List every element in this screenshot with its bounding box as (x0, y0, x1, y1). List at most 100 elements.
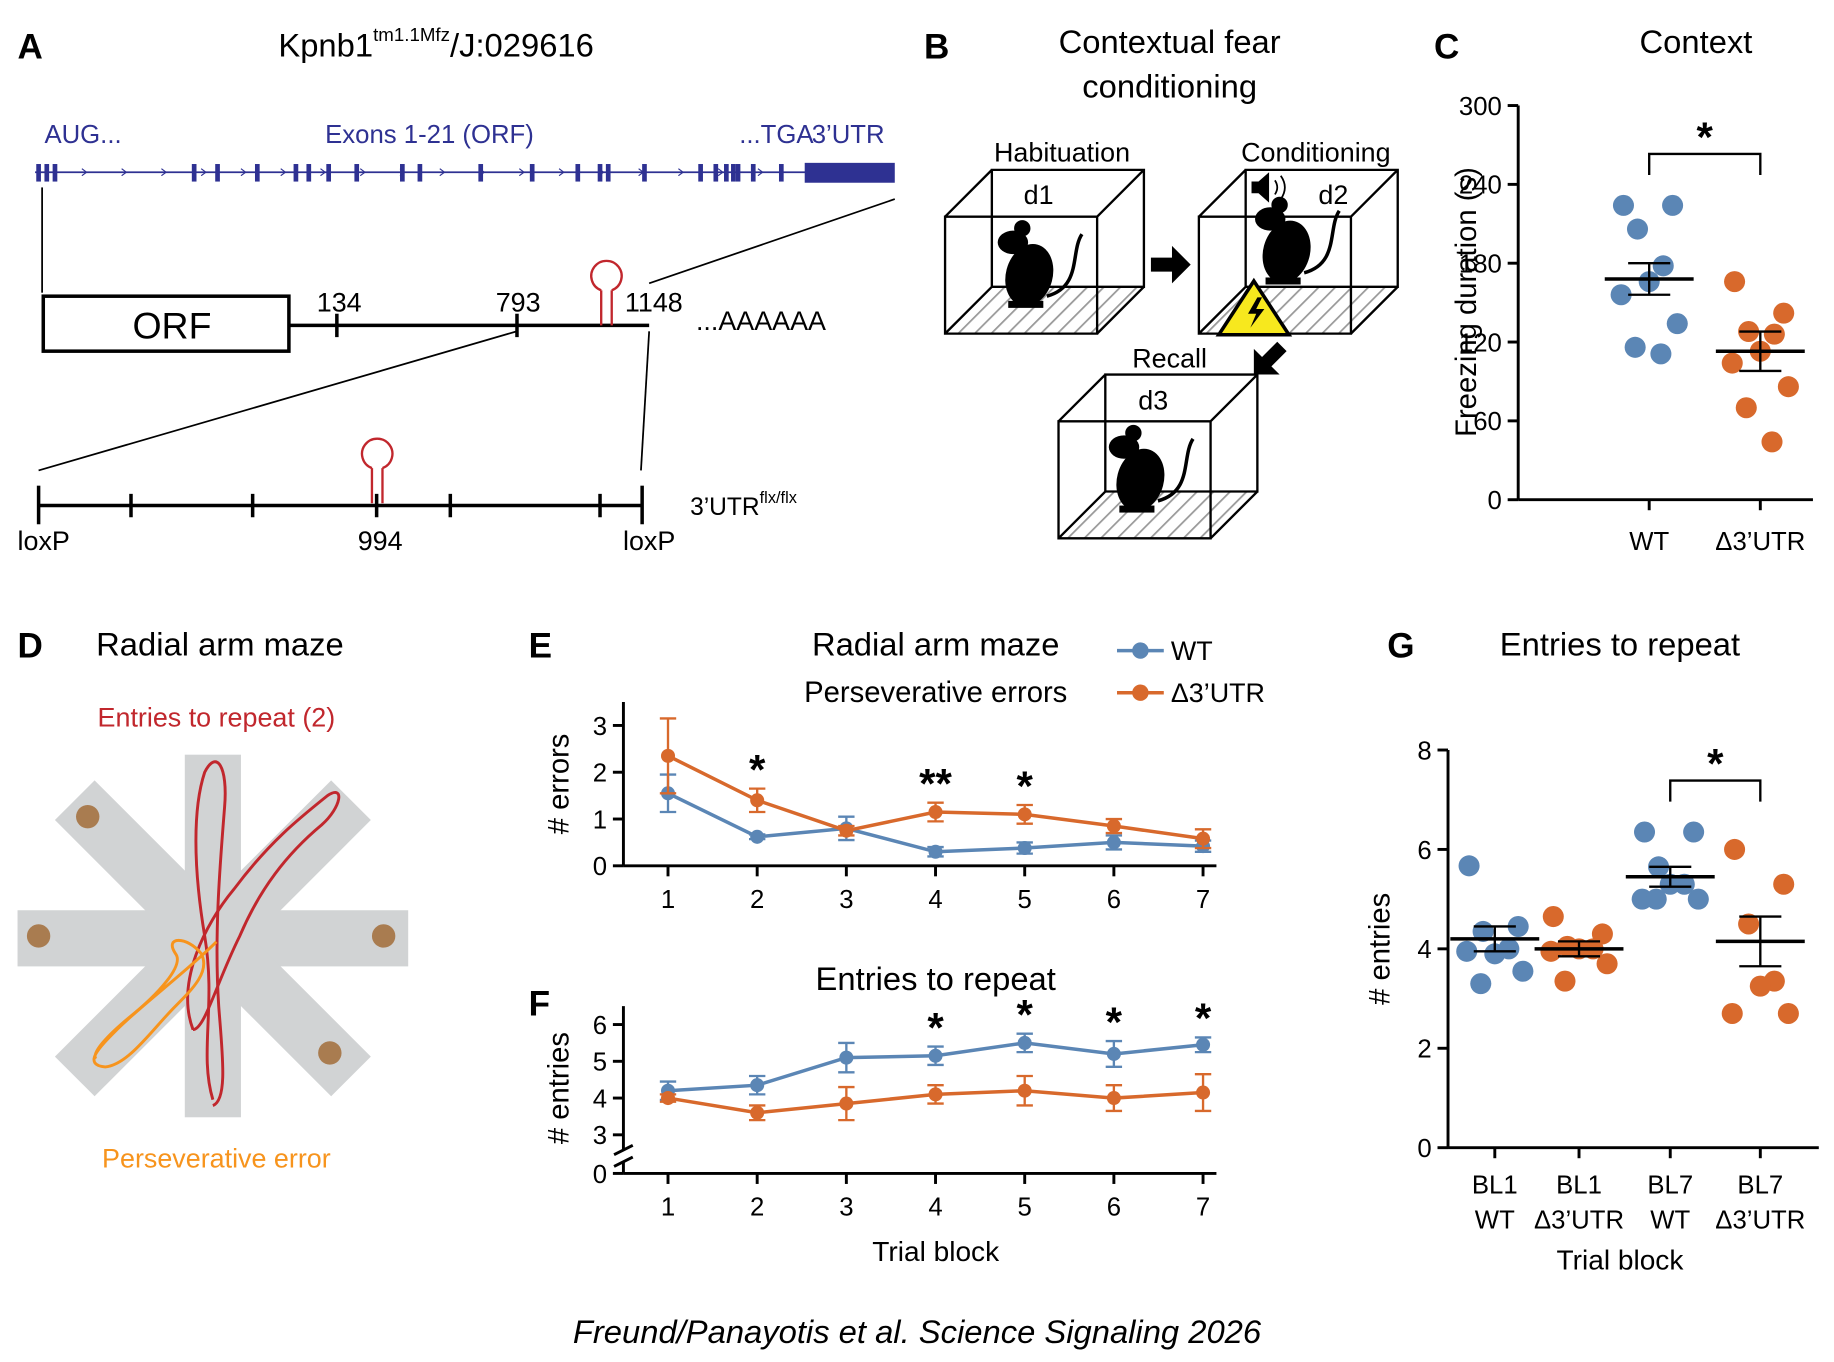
footer: Freund/Panayotis et al. Science Signalin… (573, 1313, 1262, 1350)
site-label: 994 (358, 526, 403, 556)
exon (713, 164, 719, 182)
exon (215, 164, 220, 182)
data-point (1773, 302, 1795, 324)
intron-arrow (479, 168, 486, 177)
fear-conditioning: Contextual fear conditioning Habituation… (943, 23, 1399, 540)
legend-label: Δ3’UTR (1171, 678, 1265, 708)
significance-bracket (1669, 779, 1762, 802)
legend-marker (1132, 684, 1149, 701)
chamber (1057, 373, 1259, 540)
data-point (928, 844, 943, 859)
arrow (1253, 341, 1287, 375)
data-point (1596, 953, 1618, 975)
chart-title: Radial arm maze (812, 625, 1060, 662)
x-tick-label: WT (1629, 528, 1669, 556)
data-point (1626, 218, 1649, 240)
y-tick-label: 60 (1473, 408, 1502, 436)
position-label: 793 (496, 287, 541, 317)
significance: * (1195, 995, 1212, 1042)
x-tick-label: 7 (1196, 886, 1210, 914)
exon (191, 164, 197, 182)
y-tick-label: 300 (1459, 93, 1502, 121)
x-tick-label: 4 (928, 886, 942, 914)
title-sup: tm1.1Mfz (373, 24, 450, 45)
intron-arrow (638, 168, 645, 177)
utr-block (804, 162, 895, 183)
y-tick-label: 0 (1488, 487, 1502, 515)
data-point (839, 1050, 854, 1065)
sem-bar (1649, 865, 1692, 888)
y-tick-label: 240 (1459, 172, 1502, 200)
x-tick-label: 6 (1107, 1194, 1121, 1222)
y-tick-label: 6 (1417, 837, 1431, 865)
gene-label: Exons 1-21 (ORF) (325, 121, 534, 149)
mouse-head (1255, 207, 1286, 231)
chart-subtitle: Perseverative errors (804, 677, 1067, 709)
data-point (1512, 960, 1534, 982)
y-tick-label: 1 (593, 806, 607, 834)
shock-sign (1215, 277, 1293, 337)
mouse (1108, 424, 1195, 513)
data-point (1724, 271, 1746, 293)
data-point (1507, 915, 1529, 938)
x-tick-label: 5 (1018, 886, 1032, 914)
significance: * (1017, 991, 1034, 1038)
data-point (1624, 336, 1646, 358)
sem-bar (1473, 925, 1516, 953)
data-point (1777, 376, 1799, 398)
data-point (1106, 835, 1121, 850)
panel-label: F (529, 985, 550, 1024)
day-label: d1 (1024, 180, 1054, 210)
data-point (1017, 807, 1032, 822)
data-point (1196, 1037, 1211, 1052)
title-base: Kpnb1 (278, 26, 373, 63)
stage-label: Conditioning (1241, 138, 1391, 168)
sem-bar (1628, 262, 1671, 296)
exon (293, 164, 299, 182)
orf-label: ORF (132, 304, 211, 346)
intron-arrow (81, 168, 88, 177)
data-point (750, 1078, 765, 1093)
mouse (997, 220, 1084, 308)
day-label: d2 (1318, 180, 1348, 210)
x-axis-label: Trial block (1557, 1244, 1685, 1275)
hairpin (590, 259, 623, 326)
mouse-feet (1008, 300, 1044, 308)
title-rest: /J:029616 (450, 26, 594, 63)
x-axis-label: Trial block (872, 1236, 1000, 1267)
mouse-tail (1046, 233, 1084, 298)
intron-arrow (161, 168, 168, 177)
chamber-floor (1058, 491, 1258, 539)
data-point (1484, 943, 1506, 965)
legend-marker (1132, 642, 1149, 659)
intron-arrow (121, 168, 128, 177)
data-point (750, 1105, 765, 1120)
sem-bar (1557, 940, 1601, 958)
y-tick-label: 0 (1417, 1135, 1431, 1163)
y-axis-label: Freezing duration (s) (1451, 167, 1483, 437)
y-axis-label: # errors (543, 734, 575, 835)
position-label: 134 (317, 287, 362, 317)
y-tick-label: 4 (593, 1085, 607, 1113)
data-point (660, 1091, 676, 1106)
mouse-ear (1271, 196, 1288, 214)
axis-break (613, 1144, 634, 1168)
data-point (1612, 194, 1634, 216)
intron-arrow (678, 168, 685, 177)
chart-title: Context (1640, 23, 1753, 60)
x-tick-label: 2 (750, 886, 764, 914)
gene-label: ...TGA (739, 121, 814, 149)
intron-arrow (598, 168, 605, 177)
data-point (1738, 913, 1760, 935)
gene-diagram: Kpnb1tm1.1Mfz/J:029616 AUG... Exons 1-21… (18, 24, 896, 556)
mouse (1255, 196, 1341, 285)
exon (44, 164, 50, 182)
chart-title: Entries to repeat (816, 960, 1056, 997)
exon (642, 164, 647, 182)
panel-title: Radial arm maze (96, 625, 344, 662)
exon (750, 164, 756, 182)
chamber-floor (945, 286, 1144, 334)
entries-label: Entries to repeat (2) (98, 703, 336, 733)
mouse-ear (1125, 424, 1142, 442)
error-path (92, 939, 218, 1069)
